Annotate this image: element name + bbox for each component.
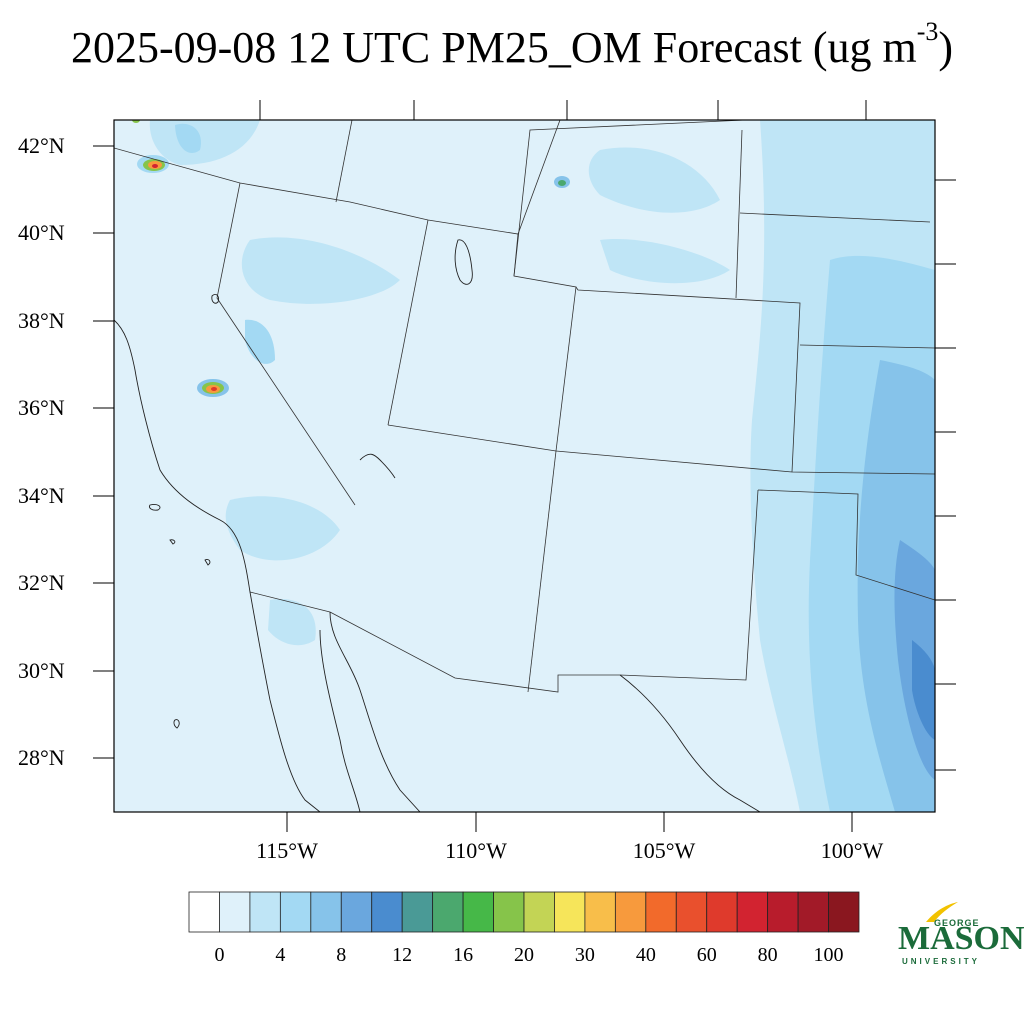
border-id-mt [335,120,353,203]
hotspot-corner [132,120,140,123]
colorbar-label: 12 [392,944,413,966]
gulf-of-california-east [329,611,421,812]
colorbar-label: 4 [275,944,286,966]
colorbar-swatch [340,891,373,933]
colorbar-swatch [462,891,494,933]
border-ne-ks [799,344,935,349]
socal-patch [225,496,340,561]
border-wy-sd [735,129,743,299]
title-close: ) [938,23,954,72]
colorbar-swatch [797,891,829,933]
gulf-of-california-west [319,629,361,812]
tick-marks [93,100,956,832]
lake-tahoe [211,293,219,304]
colorado-river [359,453,396,479]
oregon-patch-2 [175,123,201,153]
colorbar-label: 30 [574,944,595,966]
gmu-logo: GEORGE MASON UNIVERSITY [896,900,1024,970]
lat-label-28: 28°N [18,745,65,770]
borders [114,120,935,693]
border-ok-tx [757,489,935,601]
colorbar-swatch [401,891,434,933]
lat-label-42: 42°N [18,133,65,158]
lat-label-40: 40°N [18,220,65,245]
colorbar-label: 100 [813,944,844,966]
border-ca-mx [249,591,331,613]
border-wy [513,120,746,277]
wyoming-patch [588,147,720,213]
lon-label-100: 100°W [820,838,884,863]
rio-grande [619,674,761,812]
sierra-patch [245,319,275,364]
island-4 [173,719,180,729]
colorbar-label: 20 [514,944,534,966]
island-3 [204,559,211,566]
colorbar-swatch [188,891,220,933]
hotspot-california [197,379,229,397]
colorbar-swatch [279,891,312,933]
colorbar-swatch [828,891,860,933]
colorbar-label: 8 [336,944,347,966]
great-salt-lake [454,239,473,285]
border-nv-ca [216,182,356,506]
lat-label-34: 34°N [18,483,65,508]
lon-label-110: 110°W [445,838,507,863]
colorbar-label: 16 [453,944,474,966]
island-2 [169,539,176,545]
colorado-patch [600,239,730,284]
border-sd-ne [739,212,931,223]
map-frame [113,119,936,813]
colorbar-label: 60 [696,944,717,966]
coastline [114,239,761,812]
colorbar-swatch [614,891,647,933]
map-title: 2025-09-08 12 UTC PM25_OM Forecast (ug m… [0,17,1024,73]
title-exponent: -3 [916,17,939,46]
logo-university: UNIVERSITY [902,957,981,966]
colorbar-swatch [675,891,708,933]
colorbar-swatch [584,891,616,933]
colorbar-swatch [219,891,251,933]
colorbar-swatch [493,891,525,933]
colorbar-swatch [554,891,586,933]
hotspot-wyoming [554,176,570,188]
pacific-coast [114,319,321,812]
border-or-id-wy [114,120,561,235]
title-text: 2025-09-08 12 UTC PM25_OM Forecast (ug m [70,23,917,72]
colorbar-swatch [310,891,342,933]
colorbar-label: 40 [635,944,656,966]
colorbar-swatch [736,891,769,933]
nevada-patch [241,237,400,304]
lat-label-36: 36°N [18,395,65,420]
border-az-nm [527,450,557,693]
island-1 [149,504,161,511]
colorbar-swatch [767,891,799,933]
logo-george: GEORGE [934,918,980,928]
logo-swoosh-icon [926,902,958,922]
hotspot-northwest [137,155,169,173]
lat-label-30: 30°N [18,658,65,683]
lat-label-32: 32°N [18,570,65,595]
colorbar-swatch [645,891,677,933]
border-nv-ut [387,219,429,426]
border-tx-mx [329,489,759,693]
border-az-nm-ok [387,424,935,475]
lat-label-38: 38°N [18,308,65,333]
colorbar-label: 0 [214,944,225,966]
colorbar-swatch [432,891,464,933]
colorbar [188,891,860,933]
baja-patch [268,599,316,646]
colorbar-swatch [371,891,403,933]
border-wy-co-ne [575,286,801,473]
lon-label-115: 115°W [256,838,318,863]
colorbar-swatch [523,891,555,933]
colorbar-label: 80 [757,944,778,966]
colorbar-swatch [249,891,281,933]
lon-label-105: 105°W [632,838,696,863]
colorbar-swatch [706,891,738,933]
plains-band-5 [912,640,935,740]
logo-mason: MASON [898,920,1024,957]
concentration-field [114,120,935,812]
